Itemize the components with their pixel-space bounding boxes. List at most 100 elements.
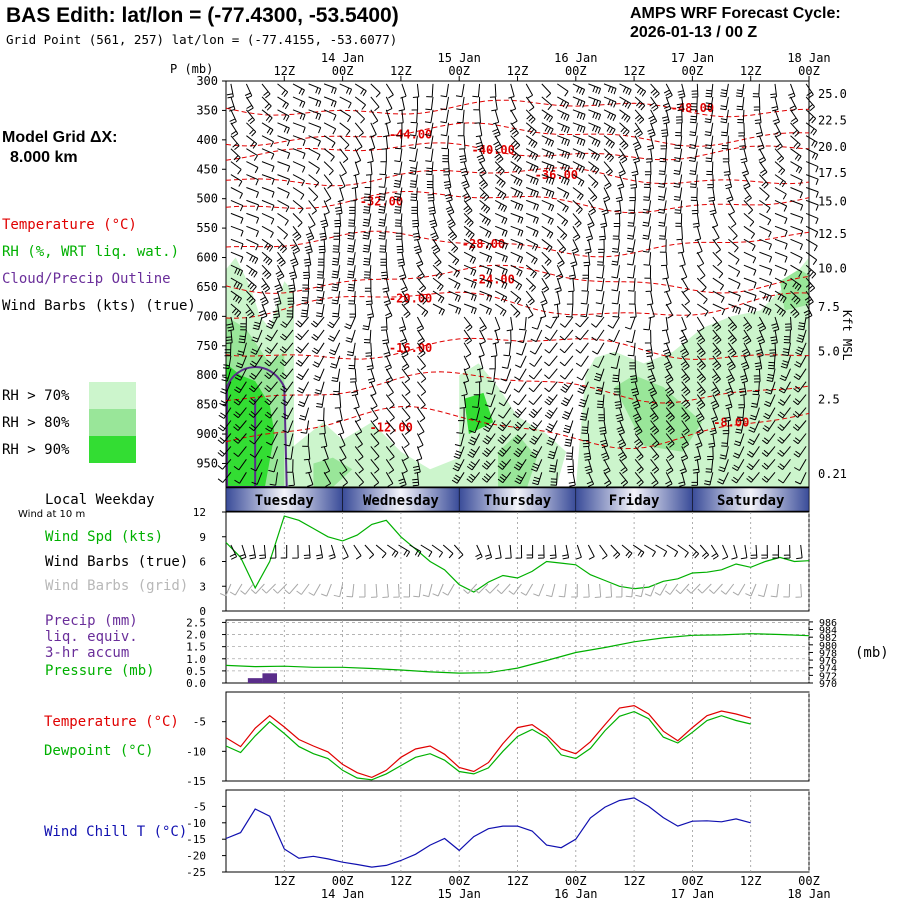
- wind-barb: [473, 96, 481, 111]
- wind-barb: [790, 109, 799, 125]
- wind-barb: [796, 329, 807, 343]
- wind-barb: [279, 368, 294, 380]
- wind-barb: [774, 135, 783, 151]
- wind-barb: [603, 174, 612, 190]
- wind-barb: [572, 226, 581, 241]
- wind-barb: [607, 316, 620, 329]
- top-date-label: 14 Jan: [321, 51, 364, 65]
- wind-barb: [736, 96, 745, 111]
- wind-barb: [525, 135, 538, 149]
- wind-barb: [308, 83, 322, 95]
- wind-barb: [784, 316, 792, 331]
- wind-barb: [426, 174, 434, 189]
- wind-barb: [603, 148, 614, 163]
- wind-barb: [630, 174, 638, 189]
- wind-panel-frame: [225, 511, 810, 612]
- wind-barb: [679, 252, 686, 267]
- wind-barb: [661, 316, 669, 332]
- station-title: BAS Edith: lat/lon = (-77.4300, -53.5400…: [6, 4, 399, 27]
- wind-barb-true: [420, 544, 433, 558]
- wind-barb: [512, 420, 527, 431]
- wind-barb: [463, 342, 472, 358]
- wind-barb: [364, 278, 372, 292]
- wind-barb: [409, 161, 418, 175]
- wind-barb: [541, 264, 551, 280]
- wind-barb: [367, 148, 374, 164]
- wind-barb: [707, 174, 714, 189]
- wind-barb-grid: [558, 583, 567, 598]
- bottom-hour-label: 00Z: [682, 874, 704, 888]
- cloud-outline: [225, 366, 288, 488]
- wind-barb: [627, 265, 636, 279]
- wind-barb: [753, 96, 761, 111]
- wind-barb: [777, 472, 791, 484]
- wind-barb: [774, 290, 787, 304]
- wind-barb: [354, 458, 364, 474]
- wind-barb-true: [761, 544, 768, 559]
- wind-barb: [347, 226, 356, 240]
- wind-barb: [411, 200, 418, 214]
- wind-barb: [463, 290, 477, 302]
- wind-barb: [349, 200, 356, 214]
- wind-barb: [417, 277, 427, 293]
- wind-barb: [627, 213, 636, 227]
- wind-barb: [743, 251, 757, 264]
- wind-barb: [738, 122, 745, 137]
- wind-barb: [462, 187, 472, 203]
- wind-barb: [370, 407, 379, 423]
- wind-barb: [289, 265, 298, 280]
- wind-barb: [705, 459, 714, 473]
- wind-barb: [627, 278, 636, 292]
- wind-barb: [479, 264, 493, 276]
- wind-barb: [575, 355, 589, 367]
- wind-barb: [473, 381, 481, 396]
- wind-barb: [292, 161, 306, 173]
- wind-barb: [525, 238, 539, 251]
- y-tick-label: -15: [186, 775, 206, 788]
- wind-barb: [712, 303, 726, 316]
- wind-barb: [479, 238, 492, 251]
- top-hour-label: 00Z: [682, 64, 704, 78]
- wind-barb: [665, 290, 672, 306]
- wind-barb: [230, 161, 242, 175]
- temperature-panel-label: Temperature (°C): [44, 714, 179, 730]
- wind-barb: [457, 122, 465, 137]
- wind-barb: [397, 252, 405, 267]
- wind-barb: [277, 225, 288, 240]
- wind-barb: [541, 212, 554, 225]
- wind-barb: [759, 199, 771, 214]
- wind-barb: [588, 161, 600, 175]
- top-hour-label: 00Z: [798, 64, 820, 78]
- wind-barb: [614, 394, 623, 409]
- wind-barb: [482, 433, 496, 445]
- wind-barb: [234, 381, 247, 394]
- wind-barb: [412, 226, 421, 241]
- wind-barb: [296, 381, 310, 394]
- wind-barb: [249, 368, 263, 380]
- wind-barb-true: [644, 544, 656, 558]
- wind-barb: [220, 381, 232, 395]
- wind-barb: [417, 355, 426, 371]
- wind-barb: [704, 135, 714, 150]
- wind-barb: [498, 407, 512, 419]
- wind-barb-grid: [370, 583, 378, 598]
- kft-tick-label: 15.0: [818, 195, 847, 209]
- top-hour-label: 00Z: [448, 64, 470, 78]
- wind-barb: [805, 174, 819, 185]
- wind-barb: [475, 368, 482, 383]
- wind-barb: [792, 394, 807, 406]
- wind-barb: [722, 148, 730, 163]
- wind-barb: [497, 420, 512, 432]
- wind-barb: [758, 148, 767, 164]
- wind-barb: [704, 109, 714, 124]
- wind-barb: [578, 394, 589, 408]
- wind-barb: [630, 303, 637, 318]
- wind-barb-true: [484, 544, 493, 560]
- wind-barb: [619, 109, 631, 123]
- wind-barb: [769, 342, 777, 357]
- wind-barb: [572, 83, 586, 96]
- wind-barb: [541, 238, 553, 253]
- wind-barb: [681, 303, 692, 318]
- wind-barb: [385, 83, 394, 99]
- wind-barb: [644, 265, 652, 279]
